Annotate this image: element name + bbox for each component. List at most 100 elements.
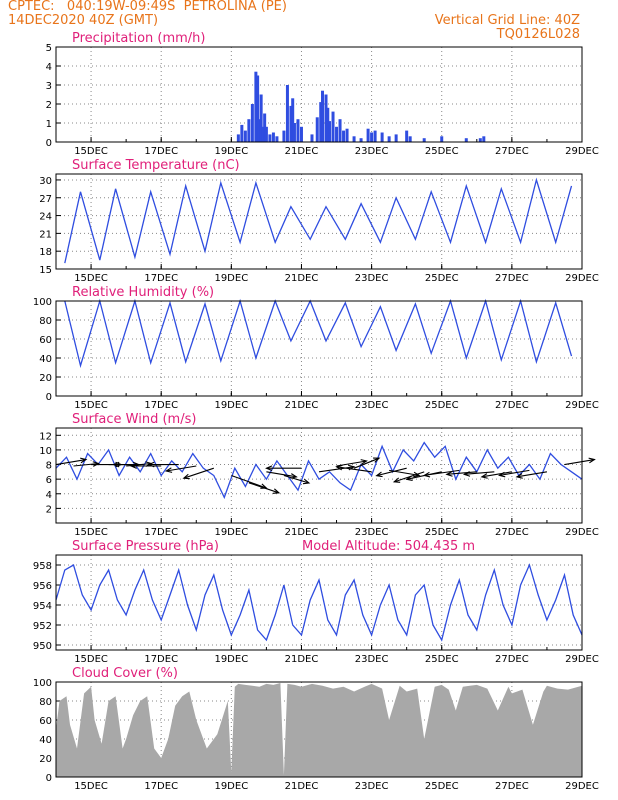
- y-tick-label: 20: [39, 754, 52, 765]
- wind-arrow-head: [112, 461, 120, 468]
- x-tick-label: 27DEC: [495, 781, 529, 792]
- y-tick-label: 12: [39, 431, 52, 442]
- precip-bar: [282, 130, 286, 142]
- precip-bar: [236, 134, 240, 142]
- wind-arrow-head: [265, 465, 273, 472]
- y-tick-label: 3: [46, 81, 52, 92]
- x-tick-label: 21DEC: [285, 527, 319, 538]
- wind-arrow: [318, 466, 355, 473]
- y-tick-label: 4: [46, 62, 52, 73]
- panel-title-temp: Surface Temperature (nC): [72, 158, 240, 173]
- y-tick-label: 15: [39, 265, 52, 276]
- wind-arrow: [183, 467, 214, 479]
- x-tick-label: 25DEC: [425, 781, 459, 792]
- rh-series-line: [64, 298, 573, 369]
- x-tick-label: 25DEC: [425, 654, 459, 665]
- x-tick-label: 29DEC: [565, 527, 599, 538]
- wind-arrow: [376, 467, 407, 477]
- x-tick-label: 17DEC: [144, 400, 178, 411]
- x-tick-label: 19DEC: [214, 146, 248, 157]
- panel-title-cloud: Cloud Cover (%): [72, 666, 178, 681]
- x-tick-label: 23DEC: [355, 527, 389, 538]
- x-tick-label: 29DEC: [565, 400, 599, 411]
- x-tick-label: 15DEC: [74, 273, 108, 284]
- panel-frame-wind: [55, 427, 583, 524]
- precip-bar: [352, 136, 356, 142]
- precip-bar: [264, 126, 268, 142]
- wind-arrow-head: [413, 471, 421, 478]
- y-tick-label: 956: [33, 581, 52, 592]
- x-tick-label: 21DEC: [285, 273, 319, 284]
- precip-bar: [256, 75, 260, 142]
- precip-bar: [464, 138, 468, 142]
- wind-arrow: [248, 482, 280, 494]
- wind-arrow-head: [462, 471, 471, 477]
- precip-bar: [345, 128, 349, 142]
- x-tick-label: 25DEC: [425, 146, 459, 157]
- wind-arrow: [166, 465, 197, 472]
- precip-bar: [370, 132, 374, 142]
- header-location: CPTEC: 040:19W-09:49S PETROLINA (PE): [8, 0, 287, 14]
- precip-bar: [275, 136, 279, 142]
- x-tick-label: 15DEC: [74, 654, 108, 665]
- wind-arrow: [55, 458, 87, 466]
- panel-extra-pres: Model Altitude: 504.435 m: [302, 539, 475, 554]
- panel-frame-temp: [55, 173, 583, 270]
- x-tick-label: 23DEC: [355, 400, 389, 411]
- y-tick-label: 2: [46, 504, 52, 515]
- x-tick-label: 17DEC: [144, 781, 178, 792]
- x-tick-label: 17DEC: [144, 273, 178, 284]
- wind-series-line: [55, 441, 583, 500]
- x-tick-label: 15DEC: [74, 146, 108, 157]
- x-tick-label: 29DEC: [565, 654, 599, 665]
- wind-arrow-head: [588, 457, 596, 464]
- x-tick-label: 25DEC: [425, 273, 459, 284]
- panel-title-pres: Surface Pressure (hPa): [72, 539, 219, 554]
- y-tick-label: 10: [39, 446, 52, 457]
- y-tick-label: 8: [46, 461, 52, 472]
- y-tick-label: 6: [46, 475, 52, 486]
- y-tick-label: 4: [46, 490, 52, 501]
- wind-arrow: [481, 471, 512, 478]
- precip-bar: [250, 104, 254, 142]
- precip-bar: [324, 94, 328, 142]
- precip-bar: [440, 136, 444, 142]
- panel-frame-precip: [55, 46, 583, 143]
- precip-bar: [292, 123, 296, 142]
- panel-title-wind: Surface Wind (m/s): [72, 412, 196, 427]
- precip-bar: [247, 119, 251, 142]
- precip-bar: [243, 130, 247, 142]
- x-tick-label: 23DEC: [355, 273, 389, 284]
- precip-bar: [478, 138, 482, 142]
- precip-bar: [380, 132, 384, 142]
- x-tick-label: 15DEC: [74, 400, 108, 411]
- wind-arrow-head: [147, 461, 155, 468]
- y-tick-label: 954: [33, 601, 52, 612]
- y-tick-label: 0: [46, 773, 52, 784]
- wind-arrow: [266, 471, 297, 478]
- header-model-code: TQ0126L028: [496, 27, 580, 42]
- panel-title-rh: Relative Humidity (%): [72, 285, 214, 300]
- wind-arrow: [353, 457, 380, 469]
- wind-arrow: [424, 469, 460, 476]
- precip-bar: [373, 130, 377, 142]
- wind-arrow-head: [360, 459, 368, 465]
- x-tick-label: 15DEC: [74, 781, 108, 792]
- wind-arrow-head: [373, 457, 381, 463]
- x-tick-label: 29DEC: [565, 781, 599, 792]
- precip-bar: [422, 138, 426, 142]
- wind-arrow: [499, 469, 530, 476]
- y-tick-label: 21: [39, 229, 52, 240]
- precip-bar: [359, 138, 363, 142]
- x-tick-label: 29DEC: [565, 146, 599, 157]
- precip-bar: [271, 132, 275, 142]
- x-tick-label: 19DEC: [214, 527, 248, 538]
- y-tick-label: 100: [33, 297, 52, 308]
- panel-frame-cloud: [55, 681, 583, 778]
- x-tick-label: 21DEC: [285, 781, 319, 792]
- wind-arrow-head: [182, 473, 190, 480]
- precip-bar: [310, 134, 314, 142]
- y-tick-label: 0: [46, 138, 52, 149]
- x-tick-label: 19DEC: [214, 400, 248, 411]
- wind-arrow: [336, 466, 372, 473]
